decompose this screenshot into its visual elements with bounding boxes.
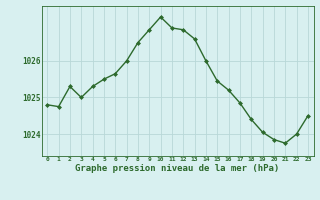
X-axis label: Graphe pression niveau de la mer (hPa): Graphe pression niveau de la mer (hPa) (76, 164, 280, 173)
